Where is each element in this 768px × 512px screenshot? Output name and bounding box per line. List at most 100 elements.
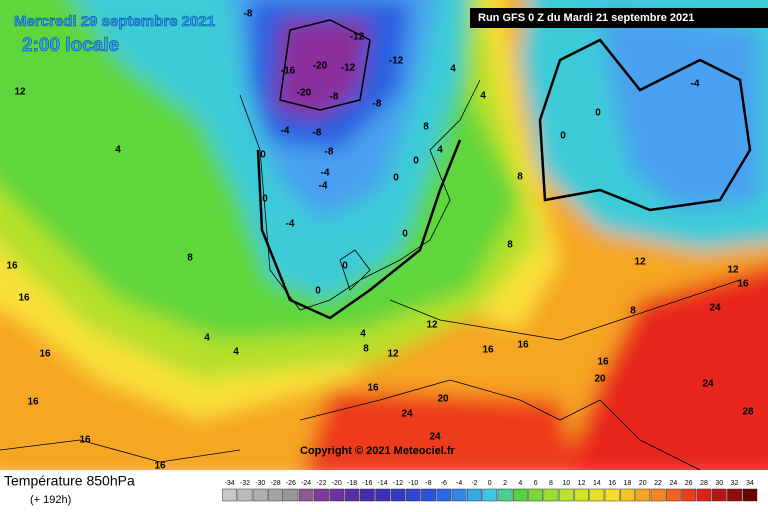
contour-label: 24: [429, 432, 441, 443]
contour-label: 16: [517, 340, 529, 351]
contour-label: 4: [233, 347, 239, 358]
scale-label: 4: [518, 480, 522, 487]
contour-label: -16: [281, 66, 296, 77]
scale-swatch: [359, 488, 375, 502]
contour-label: -8: [244, 9, 253, 20]
color-scale: -34 -32 -30 -28 -26 -24 -22 -20 -18 -16 -14 -12 -10-…: [222, 480, 758, 502]
scale-label: -6: [441, 480, 447, 487]
scale-swatch: [344, 488, 360, 502]
contour-label: 16: [482, 345, 494, 356]
scale-label: 26: [685, 480, 693, 487]
scale-swatch: [528, 488, 544, 502]
scale-swatch: [467, 488, 482, 502]
scale-label: 14: [593, 480, 601, 487]
scale-swatch: [665, 488, 681, 502]
scale-label: 30: [715, 480, 723, 487]
scale-swatch: [421, 488, 436, 502]
run-banner: [470, 8, 768, 28]
contour-label: 8: [630, 306, 636, 317]
scale-label: -24: [301, 480, 311, 487]
run-info: Run GFS 0 Z du Mardi 21 septembre 2021: [478, 12, 694, 24]
contour-label: -8: [373, 99, 382, 110]
contour-label: 24: [709, 303, 721, 314]
contour-label: -8: [313, 128, 322, 139]
scale-label: 20: [639, 480, 647, 487]
scale-label: -22: [316, 480, 326, 487]
scale-label: 6: [534, 480, 538, 487]
contour-label: 0: [342, 261, 348, 272]
scale-swatch: [512, 488, 528, 502]
contour-label: -4: [691, 79, 700, 90]
temperature-field: [0, 0, 768, 480]
contour-label: 8: [507, 240, 513, 251]
contour-label: 4: [204, 333, 210, 344]
scale-label: 28: [700, 480, 708, 487]
scale-swatch: [314, 488, 329, 502]
contour-label: -12: [341, 63, 356, 74]
contour-label: 0: [393, 173, 399, 184]
scale-label: 22: [654, 480, 662, 487]
contour-label: 0: [413, 156, 419, 167]
scale-label: 34: [746, 480, 754, 487]
scale-swatch: [283, 488, 299, 502]
contour-label: 16: [39, 349, 51, 360]
scale-swatch: [696, 488, 712, 502]
contour-label: 8: [517, 172, 523, 183]
scale-label: -34: [225, 480, 235, 487]
scale-swatch: [543, 488, 559, 502]
scale-label: -14: [378, 480, 388, 487]
scale-label: 10: [562, 480, 570, 487]
contour-label: 12: [14, 87, 26, 98]
contour-label: -8: [325, 147, 334, 158]
scale-swatch: [222, 488, 238, 502]
scale-swatch: [620, 488, 635, 502]
contour-label: -12: [389, 56, 404, 67]
contour-label: 20: [437, 394, 449, 405]
contour-label: 24: [702, 379, 714, 390]
scale-swatch: [390, 488, 406, 502]
scale-swatch: [727, 488, 742, 502]
contour-label: 20: [594, 374, 606, 385]
scale-swatch: [604, 488, 620, 502]
coastlines: [0, 79, 741, 471]
contour-label: -4: [319, 181, 328, 192]
contour-label: 16: [597, 357, 609, 368]
scale-label: -8: [425, 480, 431, 487]
scale-swatch: [268, 488, 283, 502]
scale-label: -12: [393, 480, 403, 487]
contour-label: 16: [737, 279, 749, 290]
scale-label: 24: [669, 480, 677, 487]
scale-swatch: [298, 488, 314, 502]
copyright: Copyright © 2021 Meteociel.fr: [300, 445, 456, 457]
contour-label: 4: [450, 64, 456, 75]
map-time: 2:00 locale: [22, 35, 119, 56]
scale-label: -28: [270, 480, 280, 487]
contour-labels: -8-12-16 -20 -12-12-20 -8-8-4 -8-8-4-400-400…: [6, 9, 754, 472]
contour-label: -4: [321, 168, 330, 179]
scale-swatch: [635, 488, 651, 502]
scale-label: 16: [608, 480, 616, 487]
contour-label: 8: [363, 344, 369, 355]
contour-label: 16: [6, 261, 18, 272]
contour-label: 12: [426, 320, 438, 331]
field-title: Température 850hPa: [4, 473, 135, 489]
scale-swatch: [405, 488, 421, 502]
contour-label: -12: [350, 32, 365, 43]
contour-label: 16: [79, 435, 91, 446]
contour-label: -20: [297, 88, 312, 99]
contour-label: 0: [315, 286, 321, 297]
scale-label: 32: [731, 480, 739, 487]
contour-label: 0: [560, 131, 566, 142]
contour-label: -20: [313, 61, 328, 72]
scale-label: -4: [456, 480, 462, 487]
contour-label: 0: [260, 150, 266, 161]
contour-label: 12: [387, 349, 399, 360]
zero-isotherm: [256, 19, 752, 320]
contour-label: 12: [727, 265, 739, 276]
scale-swatch: [589, 488, 605, 502]
contour-label: 8: [187, 253, 193, 264]
forecast-lead: (+ 192h): [30, 494, 71, 506]
scale-swatch: [497, 488, 513, 502]
scale-label: -2: [471, 480, 477, 487]
